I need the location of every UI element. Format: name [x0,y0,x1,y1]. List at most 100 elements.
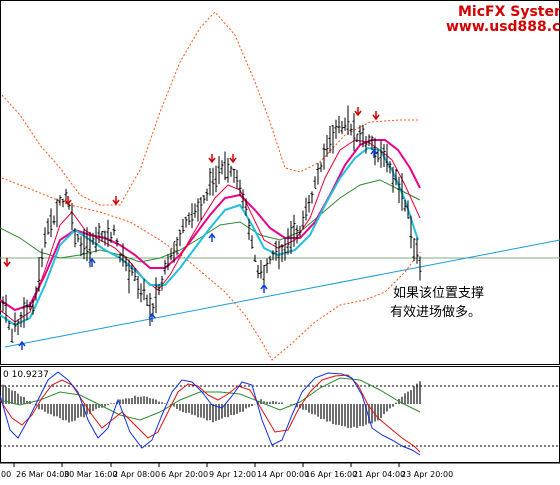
indicator-blue-line [0,371,421,456]
price-bar [202,195,206,204]
price-bar [313,176,317,190]
price-bar [22,297,26,328]
price-bar [265,258,269,274]
price-bar [304,197,308,221]
price-bar [268,255,272,265]
price-bar [109,231,113,243]
price-bar [76,234,80,243]
price-bar [166,254,170,271]
price-bar [169,248,173,261]
price-bar [412,238,416,261]
arrow-down-icon [112,196,120,206]
brand-line2: www.usd888.com [446,19,560,35]
arrow-up-icon [370,148,378,158]
price-bar [112,224,116,236]
price-bar [271,250,275,261]
time-label: 14 Apr 00:00 [257,470,309,479]
price-bar [28,302,32,311]
price-bar [55,198,59,228]
price-bar [295,225,299,244]
price-bar [361,124,365,148]
price-bar [136,275,140,299]
price-bar [397,176,401,204]
price-bar [382,144,386,167]
main-chart-frame [0,0,560,365]
arrow-down-head [372,114,380,121]
price-bar [52,215,56,225]
support-trendline [4,239,560,348]
price-bar [58,195,62,206]
time-label: 30 Mar 16:00 [64,470,117,479]
price-bar [289,220,293,255]
price-bar [31,299,35,315]
price-bar [226,157,230,183]
price-bar [316,163,320,185]
time-label: 21 Apr 04:00 [353,470,405,479]
price-bar [409,215,413,249]
price-bar [175,236,179,256]
arrow-up-icon [18,340,26,350]
time-label: 26 Mar 04:00 [16,470,69,479]
signal-arrows [3,107,380,350]
price-bar [391,166,395,193]
price-bar [34,286,38,301]
price-bar [262,265,266,286]
price-bar [328,126,332,153]
time-label: 00 [1,470,11,479]
price-bar [277,240,281,270]
price-bar [115,238,119,247]
price-bar [193,203,197,218]
reference-lines [0,239,560,348]
price-bar [418,256,422,281]
price-bar [259,260,263,279]
price-bar [4,294,8,323]
price-bar [325,135,329,157]
price-bar [238,179,242,196]
time-axis: 00 26 Mar 04:00 30 Mar 16:00 2 Apr 08:00… [0,462,560,479]
price-bar [322,143,326,170]
price-bar [343,117,347,131]
price-bar [280,244,284,263]
price-bar [376,149,380,163]
price-bar [232,168,236,183]
indicator-readout: 0 10.9237 [3,370,49,380]
price-bar [229,165,233,177]
price-bar [142,278,146,301]
price-bar [310,191,314,204]
price-bar [235,169,239,189]
price-bar [130,263,134,276]
price-bar [250,235,254,249]
price-bar [406,200,410,219]
price-bar [385,143,389,173]
price-bar [355,133,359,142]
price-bar [292,214,296,247]
annotation-line1: 如果该位置支撑 [393,285,484,301]
price-bar [61,198,65,208]
envelope-bands [1,11,421,361]
price-bar [220,160,224,175]
arrow-down-icon [3,258,11,268]
price-bar [415,237,419,264]
price-bar [91,232,95,246]
price-bar [187,212,191,225]
price-bar [79,236,83,257]
ma-cyan [0,146,419,327]
price-bar [10,328,14,343]
price-bar [25,299,29,321]
arrow-down-head [112,199,120,206]
price-bar [256,264,260,279]
price-bar [211,167,215,196]
arrow-up-icon [208,232,216,242]
price-bar [367,134,371,147]
price-bar [160,276,164,291]
price-bar [184,216,188,228]
price-bar [286,228,290,255]
price-bar [172,241,176,263]
price-bar [190,203,194,229]
indicator-lines [0,371,560,456]
arrow-up-head [260,283,268,290]
price-bar [145,294,149,306]
price-bar [16,319,20,336]
price-bar [370,135,374,150]
